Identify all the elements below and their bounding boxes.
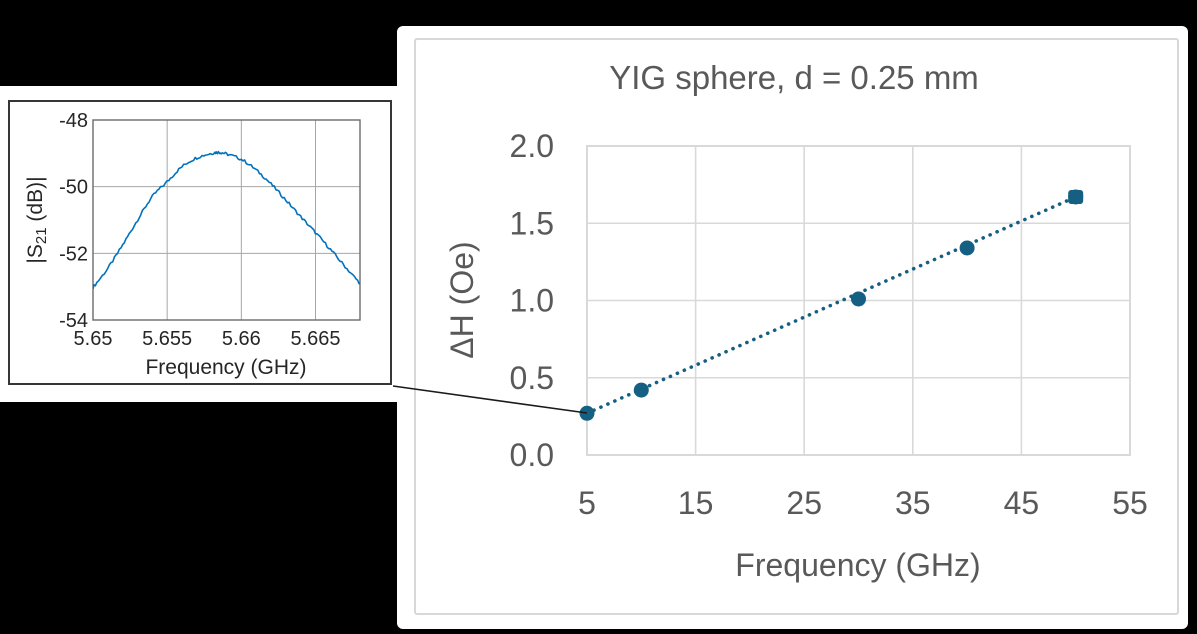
inset-y-axis-label: |S21 (dB)| [24,176,50,263]
inset-x-axis-label: Frequency (GHz) [145,356,306,379]
square-data-marker [1068,189,1084,204]
y-tick-label: 2.0 [510,128,554,164]
data-point-marker [959,240,975,256]
s21-curve [93,150,360,290]
y-tick-label: 0.5 [510,360,554,396]
plot-border [92,119,361,321]
y-tick-label: 1.0 [510,283,554,319]
data-point-marker [851,291,866,307]
data-point-marker [579,405,595,421]
x-tick-label: 5.655 [142,328,192,350]
x-tick-label: 55 [1112,485,1148,521]
x-tick-label: 5.66 [222,328,261,350]
y-tick-label: 0.0 [510,437,554,473]
main-chart-panel: 5 15 25 35 45 55 0.0 0.5 1.0 1.5 2.0 YIG sphere, d… [414,38,1179,615]
trendline [585,195,1078,416]
x-tick-label: 45 [1004,485,1040,521]
plot-border [586,145,1131,456]
s21-resonance-chart: 5.65 5.655 5.66 5.665 -48 -50 -52 -54 Frequency… [24,110,361,379]
y-tick-label: -54 [59,310,88,332]
x-tick-label: 5.665 [290,328,340,350]
y-tick-label: -50 [59,177,88,199]
data-point-marker [633,382,649,398]
s21-inset-panel: 5.65 5.655 5.66 5.665 -48 -50 -52 -54 Frequency… [8,100,392,385]
y-tick-label: -48 [59,110,88,132]
y-tick-label: -52 [59,243,88,265]
main-chart-title: YIG sphere, d = 0.25 mm [609,59,979,96]
x-tick-label: 5 [578,485,596,521]
x-tick-label: 35 [895,485,931,521]
x-tick-label: 15 [678,485,714,521]
main-y-axis-label: ΔH (Oe) [444,241,480,358]
main-x-axis-label: Frequency (GHz) [735,547,980,583]
x-tick-label: 25 [786,485,822,521]
linewidth-vs-frequency-chart: 5 15 25 35 45 55 0.0 0.5 1.0 1.5 2.0 YIG sphere, d… [444,59,1148,583]
y-tick-label: 1.5 [510,205,554,241]
x-tick-label: 5.65 [74,328,113,350]
